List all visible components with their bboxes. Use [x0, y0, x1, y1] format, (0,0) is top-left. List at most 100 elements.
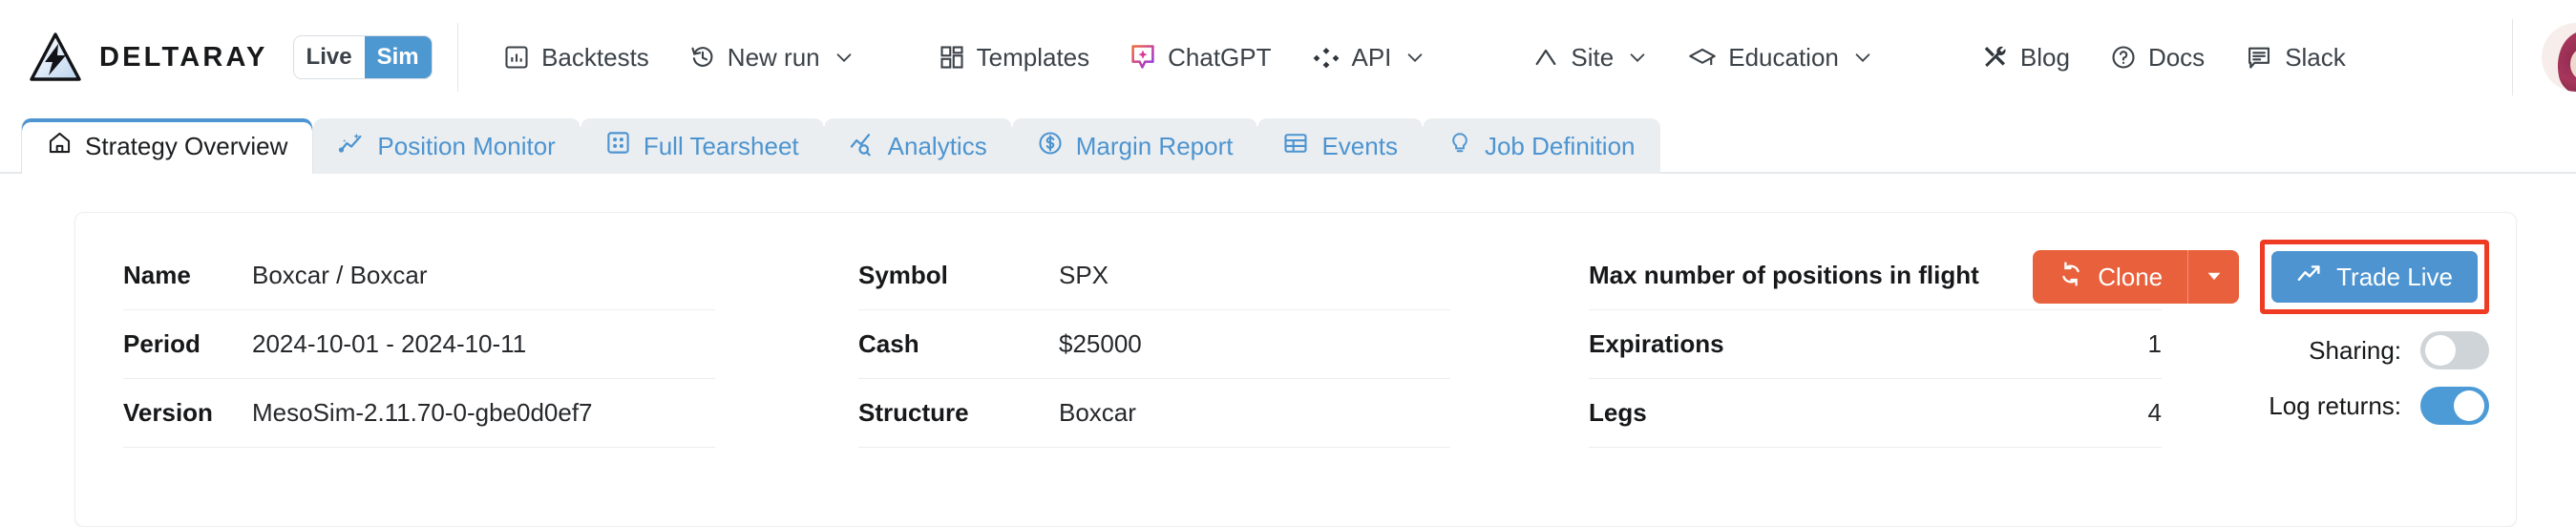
nav-item-label: Templates: [976, 42, 1090, 72]
nav-item-blog[interactable]: Blog: [1960, 29, 2090, 86]
triangle-up-icon: [1532, 44, 1559, 71]
tab-strategy-overview[interactable]: Strategy Overview: [21, 118, 314, 174]
sharing-toggle-knob: [2425, 335, 2456, 366]
tab-label: Events: [1321, 131, 1398, 160]
detail-value: SPX: [1059, 261, 1109, 289]
log-returns-toggle-row: Log returns:: [2021, 387, 2489, 425]
table-icon: [1282, 130, 1309, 163]
detail-row-structure: Structure Boxcar: [858, 379, 1450, 448]
detail-row-version: Version MesoSim-2.11.70-0-gbe0d0ef7: [123, 379, 715, 448]
chart-search-icon: [849, 130, 876, 163]
details-column-2: Symbol SPX Cash $25000 Structure Boxcar: [858, 242, 1450, 448]
caret-down-icon: [2204, 265, 2225, 289]
lightning-triangle-logo-icon: [29, 32, 82, 83]
details-column-1: Name Boxcar / Boxcar Period 2024-10-01 -…: [123, 242, 715, 448]
avatar-face: [2570, 48, 2576, 80]
clone-button[interactable]: Clone: [2033, 250, 2188, 304]
user-avatar[interactable]: [2542, 23, 2576, 92]
tab-label: Margin Report: [1075, 131, 1234, 160]
nav-item-docs[interactable]: Docs: [2090, 29, 2225, 86]
brand-logo-group[interactable]: DELTARAY: [29, 32, 268, 83]
detail-row-max-positions: Max number of positions in flight 1: [1589, 242, 2162, 310]
live-sim-mode-toggle[interactable]: Live Sim: [292, 35, 433, 79]
chat-lines-icon: [2245, 44, 2273, 71]
history-clock-icon: [689, 44, 716, 71]
tab-analytics[interactable]: Analytics: [822, 118, 1012, 174]
detail-value: 2024-10-01 - 2024-10-11: [252, 329, 527, 358]
detail-row-expirations: Expirations 1: [1589, 310, 2162, 379]
tab-position-monitor[interactable]: Position Monitor: [312, 118, 581, 174]
detail-value: Boxcar / Boxcar: [252, 261, 428, 289]
strategy-overview-card: Name Boxcar / Boxcar Period 2024-10-01 -…: [74, 212, 2517, 527]
nav-divider: [456, 23, 459, 92]
nav-item-label: ChatGPT: [1168, 42, 1272, 72]
log-returns-toggle[interactable]: [2420, 387, 2489, 425]
tab-label: Job Definition: [1484, 131, 1636, 160]
tab-label: Strategy Overview: [85, 131, 288, 160]
tab-bar: Strategy Overview Position Monitor: [0, 115, 2576, 174]
clone-button-label: Clone: [2098, 262, 2164, 291]
nav-item-education[interactable]: Education: [1668, 29, 1893, 86]
detail-key: Structure: [858, 398, 969, 427]
nav-item-slack[interactable]: Slack: [2225, 29, 2366, 86]
tab-full-tearsheet[interactable]: Full Tearsheet: [579, 118, 824, 174]
grid-blocks-icon: [939, 44, 965, 71]
tab-label: Position Monitor: [377, 131, 556, 160]
detail-key: Legs: [1589, 398, 1647, 427]
detail-value: $25000: [1059, 329, 1142, 358]
home-icon: [47, 130, 73, 162]
nav-item-api[interactable]: API: [1292, 29, 1446, 86]
sharing-toggle[interactable]: [2420, 331, 2489, 369]
card-actions: Clone Trade Live Sharing:: [2021, 240, 2489, 425]
dollar-circle-icon: [1037, 130, 1064, 163]
chatgpt-sparkle-icon: [1130, 43, 1156, 72]
mode-live-option[interactable]: Live: [293, 36, 365, 78]
nav-item-backtests[interactable]: Backtests: [483, 29, 669, 86]
action-button-row: Clone Trade Live: [2021, 240, 2489, 314]
clone-dropdown-button[interactable]: [2187, 250, 2240, 304]
tools-icon: [1980, 44, 2009, 71]
nav-item-site[interactable]: Site: [1512, 29, 1668, 86]
log-returns-toggle-knob: [2454, 390, 2484, 421]
chevron-down-icon: [1627, 47, 1648, 68]
detail-value: 1: [2147, 329, 2162, 358]
nav-right-divider: [2511, 19, 2513, 95]
trade-live-button[interactable]: Trade Live: [2271, 251, 2478, 303]
nav-item-label: Docs: [2147, 42, 2206, 72]
chevron-down-icon: [834, 47, 855, 68]
detail-value: Boxcar: [1059, 398, 1136, 427]
detail-key: Period: [123, 329, 201, 358]
tab-label: Full Tearsheet: [643, 131, 799, 160]
detail-row-name: Name Boxcar / Boxcar: [123, 242, 715, 310]
tab-margin-report[interactable]: Margin Report: [1010, 118, 1258, 174]
nav-item-label: New run: [727, 42, 820, 72]
nav-item-label: API: [1351, 42, 1392, 72]
api-diamonds-icon: [1312, 44, 1341, 71]
nav-item-chatgpt[interactable]: ChatGPT: [1109, 29, 1291, 86]
bar-chart-icon: [503, 44, 530, 71]
tab-strip: Strategy Overview Position Monitor: [21, 115, 1660, 174]
nav-item-label: Slack: [2285, 42, 2346, 72]
tab-job-definition[interactable]: Job Definition: [1421, 118, 1660, 174]
nav-item-label: Education: [1728, 42, 1839, 72]
grid-dots-icon: [605, 130, 631, 162]
tab-label: Analytics: [887, 131, 987, 160]
chevron-down-icon: [1852, 47, 1873, 68]
trade-live-highlight-box: Trade Live: [2260, 240, 2489, 314]
nav-item-templates[interactable]: Templates: [918, 29, 1110, 86]
detail-key: Cash: [858, 329, 919, 358]
graduation-cap-icon: [1688, 44, 1717, 71]
detail-row-cash: Cash $25000: [858, 310, 1450, 379]
detail-key: Name: [123, 261, 191, 289]
trend-arrow-up-icon: [2296, 261, 2323, 294]
tab-events[interactable]: Events: [1256, 118, 1423, 174]
nav-item-new-run[interactable]: New run: [669, 29, 875, 86]
detail-key: Symbol: [858, 261, 948, 289]
brand-name: DELTARAY: [99, 41, 268, 73]
mode-sim-option[interactable]: Sim: [364, 36, 432, 78]
top-navigation-bar: DELTARAY Live Sim Backtests New run: [0, 0, 2576, 115]
chevron-down-icon: [1404, 47, 1425, 68]
question-circle-icon: [2110, 44, 2137, 71]
refresh-cycle-icon: [2058, 261, 2084, 294]
log-returns-label: Log returns:: [2269, 390, 2401, 420]
